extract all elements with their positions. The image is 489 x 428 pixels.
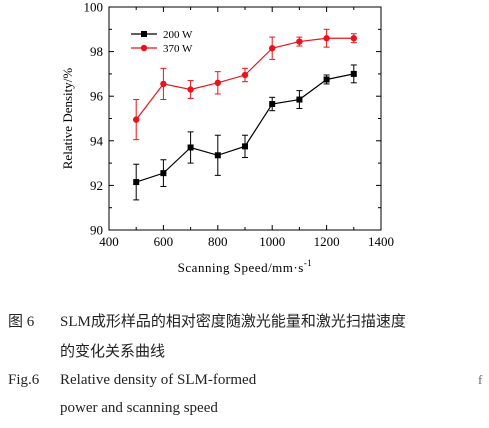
- data-point: [160, 170, 167, 177]
- x-tick-label: 1200: [314, 234, 340, 249]
- x-tick-label: 1000: [259, 234, 285, 249]
- legend-item-1: 370 W: [131, 43, 193, 55]
- data-point: [323, 35, 330, 42]
- legend-label: 200 W: [163, 29, 193, 41]
- data-point: [133, 179, 140, 186]
- data-point: [133, 116, 140, 123]
- data-point: [350, 35, 357, 42]
- caption-cn-line-2: 的变化关系曲线: [60, 344, 166, 360]
- data-point: [187, 86, 194, 93]
- data-point: [269, 101, 276, 108]
- x-tick-label: 400: [99, 234, 119, 249]
- y-tick-label: 98: [90, 44, 103, 59]
- data-point: [241, 71, 249, 79]
- series-line: [136, 73, 354, 183]
- legend-item-0: 200 W: [131, 29, 193, 41]
- legend-marker: [141, 31, 147, 37]
- legend-label: 370 W: [163, 43, 193, 55]
- caption-cn-text-1: SLM成形样品的相对密度随激光能量和激光扫描速度: [60, 314, 406, 330]
- data-point: [296, 38, 303, 45]
- y-tick-label: 96: [90, 89, 104, 104]
- data-point: [160, 80, 167, 88]
- caption-en-tail: f: [478, 372, 483, 387]
- axis-labels: 400 600 800 1000 1200 1400 90 92 94 96 98 100 Scanni…: [60, 0, 394, 275]
- data-point: [214, 79, 221, 87]
- y-tick-label: 92: [90, 178, 103, 193]
- x-axis-label-exponent: -1: [304, 258, 313, 268]
- series-layer: [133, 28, 357, 201]
- data-point: [242, 143, 248, 150]
- plot-frame: [108, 6, 382, 231]
- y-axis-label: Relative Density/%: [60, 68, 75, 170]
- data-point: [187, 144, 194, 151]
- x-tick-label: 1400: [368, 234, 394, 249]
- y-tick-label: 94: [90, 133, 104, 148]
- y-tick-label: 100: [84, 0, 104, 15]
- caption-en-line-1: Fig.6 Relative density of SLM-formed: [8, 372, 256, 389]
- chart: 200 W 370 W 400 600 800 1000 1200 1400 90 92 94 96…: [60, 0, 394, 275]
- legend-marker: [140, 44, 148, 52]
- series-1: [133, 28, 357, 141]
- caption-cn-line-1: 图 6 SLM成形样品的相对密度随激光能量和激光扫描速度: [8, 310, 406, 331]
- caption-en-label: Fig.6: [8, 372, 40, 388]
- caption-cn-label: 图 6: [8, 314, 35, 330]
- caption-en-text-1: Relative density of SLM-formed: [60, 372, 257, 388]
- caption-en-line-2: power and scanning speed: [60, 400, 218, 416]
- legend: 200 W 370 W: [131, 29, 193, 55]
- data-point: [296, 96, 303, 103]
- data-point: [350, 70, 357, 77]
- x-tick-label: 600: [154, 234, 174, 249]
- axes: [108, 6, 382, 231]
- x-tick-label: 800: [208, 234, 228, 249]
- data-point: [323, 76, 330, 83]
- data-point: [269, 45, 276, 52]
- y-tick-label: 90: [90, 223, 103, 238]
- x-axis-label: Scanning Speed/mm·s-1: [178, 258, 313, 275]
- data-point: [214, 152, 221, 159]
- series-0: [133, 64, 357, 201]
